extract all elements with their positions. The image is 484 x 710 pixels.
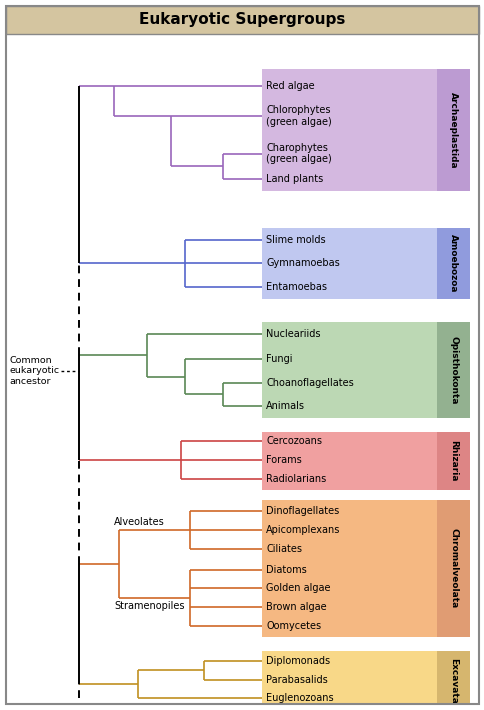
Text: Charophytes
(green algae): Charophytes (green algae) [266,143,332,165]
Text: Archaeplastida: Archaeplastida [448,92,457,168]
Text: Eukaryotic Supergroups: Eukaryotic Supergroups [139,12,345,28]
Text: Slime molds: Slime molds [266,235,325,245]
Text: Rhizaria: Rhizaria [448,440,457,481]
Text: Red algae: Red algae [266,81,314,91]
Text: Excavata: Excavata [448,657,457,704]
Text: Forams: Forams [266,455,302,465]
Text: Golden algae: Golden algae [266,584,330,594]
Text: Opisthokonta: Opisthokonta [448,336,457,404]
Bar [261,322,437,417]
Text: Diplomonads: Diplomonads [266,656,330,666]
Text: Fungi: Fungi [266,354,292,364]
Text: Dinoflagellates: Dinoflagellates [266,506,339,516]
Text: Animals: Animals [266,401,304,411]
Text: Chromalveolata: Chromalveolata [448,528,457,608]
Text: Diatoms: Diatoms [266,564,306,574]
Bar [437,70,469,191]
Bar [261,229,437,298]
Text: Common
eukaryotic
ancestor: Common eukaryotic ancestor [10,356,60,386]
Text: Radiolarians: Radiolarians [266,474,326,484]
Text: Stramenopiles: Stramenopiles [114,601,184,611]
Text: Alveolates: Alveolates [114,516,165,527]
Text: Gymnamoebas: Gymnamoebas [266,258,339,268]
Bar [437,432,469,490]
Text: Oomycetes: Oomycetes [266,621,321,630]
Text: Euglenozoans: Euglenozoans [266,693,333,703]
Text: Chlorophytes
(green algae): Chlorophytes (green algae) [266,105,332,127]
Bar [437,229,469,298]
Text: Apicomplexans: Apicomplexans [266,525,340,535]
Text: Entamoebas: Entamoebas [266,282,327,292]
Bar [437,500,469,638]
Bar [437,322,469,417]
Text: Nucleariids: Nucleariids [266,329,320,339]
Text: Brown algae: Brown algae [266,602,326,612]
Text: Land plants: Land plants [266,174,323,185]
Bar [6,6,478,34]
Bar [261,432,437,490]
Bar [261,500,437,638]
Text: Cercozoans: Cercozoans [266,436,321,446]
Text: Parabasalids: Parabasalids [266,674,327,684]
Bar [261,70,437,191]
Text: Amoebozoa: Amoebozoa [448,234,457,293]
Bar [437,652,469,710]
Text: Ciliates: Ciliates [266,544,302,554]
Text: Choanoflagellates: Choanoflagellates [266,378,353,388]
Bar [261,652,437,710]
